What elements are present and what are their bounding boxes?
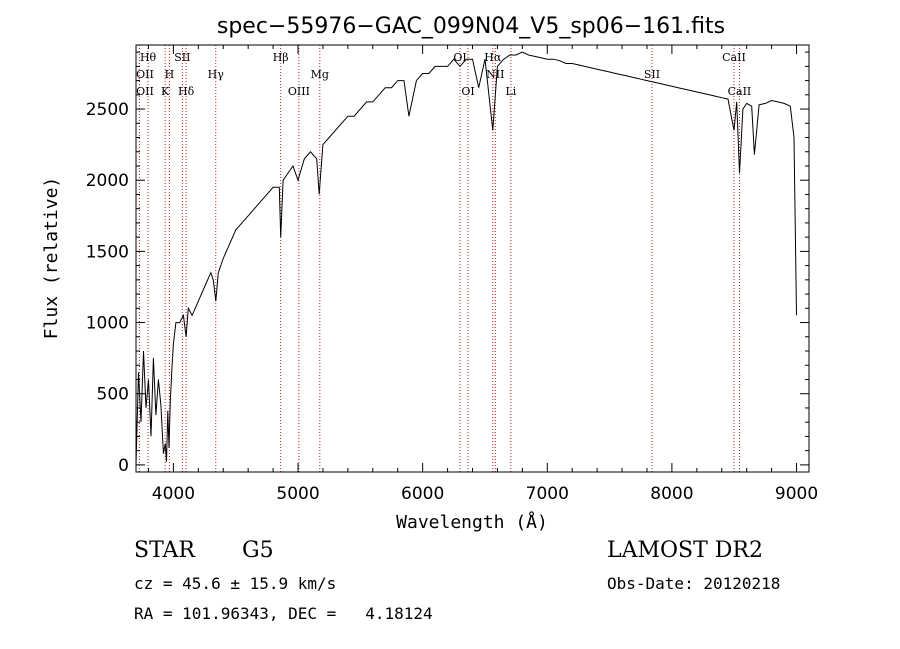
spectral-line-label: OIII	[288, 85, 310, 98]
y-tick-label: 1000	[86, 314, 129, 334]
spectrum-line	[135, 51, 797, 465]
spectral-line-label: Hβ	[273, 51, 289, 64]
redshift-cz: cz = 45.6 ± 15.9 km/s	[134, 574, 337, 593]
x-tick-label: 6000	[401, 484, 444, 504]
spectral-line-label: SII	[644, 68, 660, 81]
spectral-line-label: CaII	[728, 85, 752, 98]
spectral-line-label: K	[161, 85, 170, 98]
x-tick-label: 8000	[650, 484, 693, 504]
y-tick-label: 2000	[86, 171, 129, 191]
spectral-line-label: Li	[505, 85, 516, 98]
y-tick-label: 0	[118, 456, 129, 476]
spectral-line-label: OI	[453, 51, 466, 64]
x-tick-label: 5000	[276, 484, 319, 504]
x-tick-label: 9000	[775, 484, 818, 504]
spectral-line-label: OI	[461, 85, 474, 98]
chart-title: spec−55976−GAC_099N04_V5_sp06−161.fits	[217, 14, 725, 39]
spectral-line-label: SII	[174, 51, 190, 64]
y-tick-label: 2500	[86, 100, 129, 120]
survey-name: LAMOST DR2	[607, 538, 763, 563]
x-axis-label: Wavelength (Å)	[396, 511, 548, 533]
x-tick-label: 4000	[152, 484, 195, 504]
spectral-line-label: Hθ	[140, 51, 157, 64]
spectral-line-markers	[138, 45, 740, 472]
spectral-line-label: OII	[136, 68, 154, 81]
object-subclass: G5	[242, 538, 274, 563]
spectral-line-label: NII	[486, 68, 504, 81]
spectral-line-label: Hδ	[178, 85, 195, 98]
spectral-line-label: H	[165, 68, 175, 81]
spectral-line-label: Hγ	[208, 68, 225, 81]
x-tick-label: 7000	[526, 484, 569, 504]
spectral-line-label: CaII	[722, 51, 746, 64]
y-tick-label: 500	[97, 385, 129, 405]
x-axis: 4000 5000 6000 7000 8000 9000	[147, 45, 818, 504]
spectral-line-label: Hα	[484, 51, 502, 64]
observation-date: Obs-Date: 20120218	[607, 574, 781, 593]
y-axis-label: Flux (relative)	[41, 177, 62, 340]
y-axis: 0 500 1000 1500 2000 2500	[86, 51, 809, 476]
object-class: STAR	[134, 538, 195, 563]
y-tick-label: 1500	[86, 242, 129, 262]
spectral-line-label: OII	[136, 85, 154, 98]
coordinates: RA = 101.96343, DEC = 4.18124	[134, 604, 433, 623]
spectral-line-label: Mg	[311, 68, 329, 81]
plot-frame	[135, 44, 810, 473]
